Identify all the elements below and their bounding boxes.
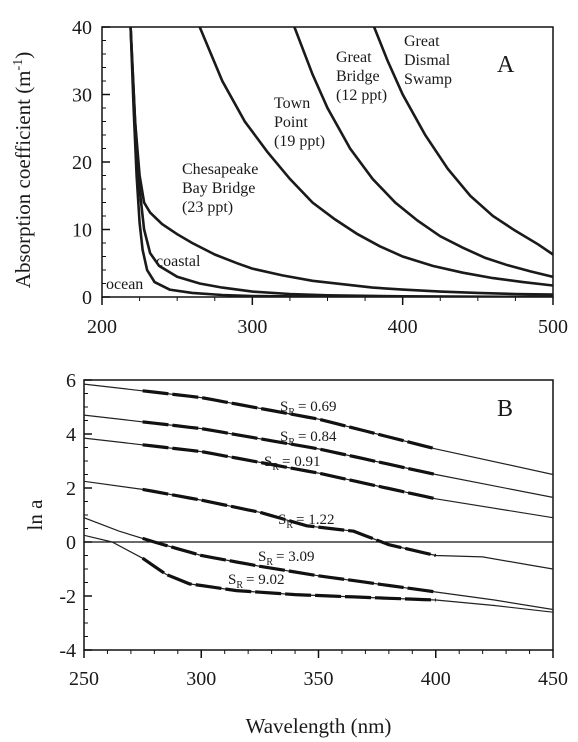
sr-subscript: R [236, 580, 243, 591]
panel-b-series-4-fit [142, 536, 437, 594]
y-axis-close: ) [11, 52, 35, 59]
sr-subscript: R [266, 557, 273, 568]
sr-subscript: R [288, 437, 295, 448]
panel-a: 200 300 400 500 0 10 20 30 40 Absorption coeffici… [11, 17, 568, 338]
x-tick-label: 400 [421, 668, 451, 690]
x-tick-label: 500 [538, 316, 568, 338]
sr-symbol: S [264, 454, 272, 470]
panel-a-series-5-label: Great [404, 33, 440, 50]
sr-value: = 1.22 [296, 512, 334, 528]
panel-a-series-2-label: (23 ppt) [182, 199, 233, 216]
panel-b-series-0-label: SR = 0.69 [280, 399, 336, 418]
y-tick-label: 40 [72, 17, 92, 39]
panel-a-y-axis-title: Absorption coefficient (m-1) [11, 52, 35, 288]
panel-b-letter: B [497, 396, 513, 422]
y-tick-label: -2 [59, 586, 76, 608]
panel-b-series-4-label: SR = 3.09 [258, 549, 314, 568]
panel-b-series-3-fit [142, 487, 437, 558]
x-tick-label: 250 [69, 668, 99, 690]
y-tick-label: 10 [72, 220, 92, 242]
panel-a-series-1-line [129, 27, 553, 297]
panel-a-series-5-label: Swamp [404, 71, 452, 88]
sr-value: = 3.09 [276, 549, 314, 565]
y-axis-superscript: -1 [11, 59, 26, 71]
panel-b-series-1-fit [142, 420, 437, 477]
panel-a-series-1-label: coastal [156, 253, 201, 270]
sr-value: = 9.02 [246, 572, 284, 588]
panel-b-series-0-fit [142, 389, 437, 451]
panel-b-series-1-label: SR = 0.84 [280, 429, 337, 448]
panel-a-series-3-label: Point [274, 114, 308, 131]
panel-a-series-5-label: Dismal [404, 52, 451, 69]
panel-a-series-3-label: Town [274, 95, 310, 112]
panel-a-series-3-label: (19 ppt) [274, 133, 325, 150]
sr-value: = 0.84 [298, 429, 337, 445]
panel-b-series-5-label: SR = 9.02 [228, 572, 284, 591]
panel-b-series-5-line [84, 534, 553, 613]
sr-subscript: R [272, 462, 279, 473]
panel-a-series-3-line [198, 27, 553, 287]
y-tick-label: -4 [59, 640, 76, 662]
panel-a-series-2-label: Chesapeake [182, 161, 258, 178]
y-tick-label: 0 [82, 287, 92, 309]
panel-b: 250 300 350 400 450 -4 -2 0 2 4 6 ln a Wavelength (n… [23, 370, 568, 738]
y-tick-label: 4 [66, 424, 76, 446]
sr-value: = 0.91 [282, 454, 320, 470]
x-tick-label: 200 [87, 316, 117, 338]
panel-b-x-axis-title: Wavelength (nm) [246, 714, 392, 738]
panel-a-series-4-line [293, 27, 553, 279]
panel-b-series-2-fit [142, 443, 437, 501]
x-tick-label: 350 [304, 668, 334, 690]
panel-b-series-5-fit [141, 556, 436, 602]
x-tick-label: 400 [388, 316, 418, 338]
y-tick-label: 20 [72, 152, 92, 174]
x-tick-label: 300 [186, 668, 216, 690]
panel-a-series-4-label: Great [336, 49, 372, 66]
panel-a-series-4-label: Bridge [336, 68, 380, 85]
panel-b-y-axis-title: ln a [23, 499, 47, 531]
y-tick-label: 2 [66, 478, 76, 500]
panel-a-letter: A [497, 52, 515, 78]
sr-symbol: S [228, 572, 236, 588]
panel-a-series-2-line [129, 27, 553, 296]
sr-symbol: S [258, 549, 266, 565]
panel-a-series-2-label: Bay Bridge [182, 180, 255, 197]
sr-symbol: S [280, 429, 288, 445]
y-tick-label: 30 [72, 85, 92, 107]
sr-symbol: S [280, 399, 288, 415]
sr-symbol: S [278, 512, 286, 528]
panel-a-series-4-label: (12 ppt) [336, 87, 387, 104]
panel-b-series-2-line [84, 437, 553, 519]
x-tick-label: 450 [538, 668, 568, 690]
panel-b-series-3-label: SR = 1.22 [278, 512, 334, 531]
panel-a-series-5-line [372, 27, 553, 256]
sr-subscript: R [286, 520, 293, 531]
y-tick-label: 6 [66, 370, 76, 392]
y-tick-label: 0 [66, 532, 76, 554]
panel-b-series-2-label: SR = 0.91 [264, 454, 320, 473]
sr-value: = 0.69 [298, 399, 336, 415]
x-tick-label: 300 [237, 316, 267, 338]
panel-a-series-0-label: ocean [106, 276, 143, 293]
sr-subscript: R [288, 407, 295, 418]
